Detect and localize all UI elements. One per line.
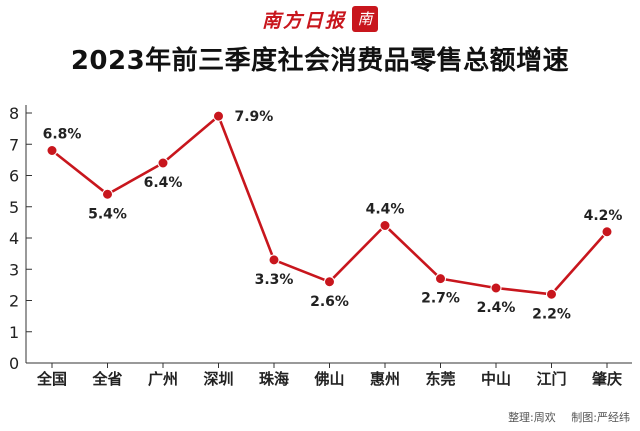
- y-tick-label-2: 2: [9, 292, 19, 311]
- data-label: 2.4%: [477, 300, 516, 316]
- x-category-label: 珠海: [259, 370, 289, 388]
- data-label: 4.2%: [584, 208, 623, 224]
- credit-designer: 制图:严经纬: [571, 411, 630, 424]
- x-category-label: 全省: [91, 370, 122, 388]
- data-point: [157, 157, 169, 169]
- data-point: [268, 254, 280, 266]
- chart-title: 2023年前三季度社会消费品零售总额增速: [70, 46, 570, 76]
- data-label: 6.8%: [43, 127, 82, 143]
- y-tick-labels: 0 1 2 3 4 5 6 7 8: [9, 104, 19, 373]
- data-label: 6.4%: [144, 175, 183, 191]
- data-label: 7.9%: [235, 109, 274, 125]
- data-point: [46, 145, 58, 156]
- data-point: [601, 226, 613, 238]
- x-category-label: 惠州: [370, 370, 400, 388]
- y-tick-label-5: 5: [9, 198, 19, 217]
- data-point: [379, 220, 391, 231]
- data-point: [213, 110, 224, 122]
- x-category-label: 全国: [36, 370, 67, 388]
- credits: 整理:周欢 制图:严经纬: [496, 409, 630, 425]
- data-point: [102, 188, 113, 200]
- data-point: [546, 288, 557, 300]
- data-label: 2.7%: [421, 291, 460, 307]
- masthead-text: 南方日报: [261, 9, 346, 32]
- data-label: 2.2%: [532, 306, 571, 322]
- x-category-label: 东莞: [425, 370, 455, 388]
- series-line: [51, 114, 608, 296]
- data-label: 5.4%: [88, 206, 127, 222]
- axis-group: [25, 105, 632, 368]
- data-labels: 6.8% 5.4% 6.4% 7.9% 3.3% 2.6% 4.4% 2.7% 2.4% 2.2%…: [43, 109, 623, 322]
- data-point: [490, 282, 502, 294]
- x-category-label: 广州: [148, 370, 178, 388]
- x-category-label: 深圳: [203, 370, 233, 388]
- y-tick-label-0: 0: [9, 354, 19, 373]
- masthead-logo: 南方: [352, 6, 378, 54]
- y-tick-label-4: 4: [9, 229, 19, 248]
- x-category-label: 肇庆: [591, 370, 622, 388]
- y-tick-label-1: 1: [9, 323, 19, 342]
- credit-editor: 整理:周欢: [508, 411, 556, 424]
- data-point: [435, 273, 446, 285]
- x-category-label: 江门: [536, 370, 566, 388]
- data-label: 2.6%: [310, 294, 349, 310]
- data-point: [324, 276, 335, 288]
- series-line-group: [51, 114, 608, 296]
- data-points: [46, 110, 613, 300]
- data-label: 4.4%: [366, 202, 405, 218]
- x-category-labels: 全国 全省 广州 深圳 珠海 佛山 惠州 东莞 中山 江门 肇庆: [36, 370, 622, 388]
- y-tick-label-8: 8: [9, 104, 19, 123]
- x-category-label: 中山: [481, 370, 511, 388]
- y-tick-label-3: 3: [9, 260, 19, 279]
- masthead: 南方日报 南方: [0, 4, 640, 54]
- y-tick-label-7: 7: [9, 135, 19, 154]
- data-label: 3.3%: [255, 272, 294, 288]
- y-tick-label-6: 6: [9, 167, 19, 186]
- x-category-label: 佛山: [313, 370, 344, 388]
